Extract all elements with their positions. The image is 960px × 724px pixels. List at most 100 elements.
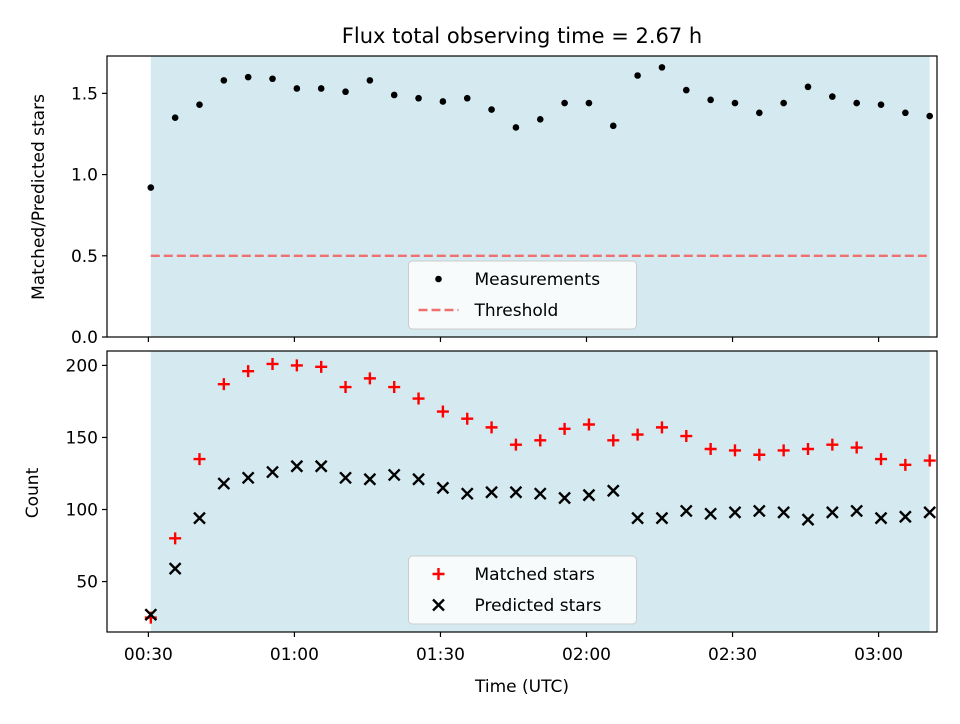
predicted-stars-point: [752, 504, 766, 518]
matched-stars-point: [582, 418, 595, 431]
predicted-stars-point: [485, 485, 498, 499]
x-tick-label: 02:30: [708, 645, 757, 665]
x-tick-label: 03:00: [854, 645, 903, 665]
bottom-y-axis-label: Count: [23, 467, 43, 518]
measurement-point: [634, 72, 641, 79]
matched-stars-point: [826, 438, 839, 451]
bottom-panel: 00:30 01:00 01:30 02:00 02:30 03:00 50 100 150 20…: [66, 350, 938, 665]
top-axes-frame: [106, 55, 938, 338]
predicted-stars-point: [874, 511, 888, 525]
matched-stars-point: [193, 453, 206, 466]
bottom-y-tick-label: 50: [76, 573, 98, 593]
matched-stars-point: [266, 357, 279, 370]
top-legend-box: [408, 260, 637, 330]
predicted-stars-point: [850, 504, 864, 518]
x-tick-label: 01:00: [270, 645, 319, 665]
top-y-axis-label: Matched/Predicted stars: [29, 94, 49, 300]
legend-plus-marker: [432, 568, 445, 580]
predicted-stars-point: [460, 487, 474, 501]
measurement-point: [488, 106, 495, 113]
bottom-legend: Matched stars Predicted stars: [408, 555, 637, 625]
predicted-stars-point: [412, 472, 425, 486]
predicted-stars-point: [509, 485, 523, 499]
predicted-stars-point: [728, 506, 742, 519]
predicted-stars-point: [631, 511, 644, 525]
measurement-point: [317, 85, 325, 92]
measurement-point: [731, 99, 739, 107]
legend-label: Matched stars: [475, 565, 595, 585]
measurement-point: [342, 88, 349, 96]
predicted-stars-point: [825, 506, 839, 519]
measurement-point: [269, 75, 276, 83]
matched-stars-point: [217, 378, 230, 391]
measurement-point: [171, 114, 179, 122]
matched-stars-point: [388, 381, 401, 394]
predicted-stars-point: [558, 491, 571, 505]
measurement-point: [682, 86, 690, 94]
matched-stars-point: [534, 434, 547, 447]
predicted-stars-point: [144, 608, 158, 622]
measurement-point: [390, 91, 398, 99]
figure-title: Flux total observing time = 2.67 h: [342, 24, 702, 48]
matched-stars-point: [485, 421, 498, 434]
bottom-axes-frame: [106, 350, 938, 633]
matched-stars-point: [242, 365, 255, 378]
measurement-point: [877, 101, 885, 109]
matched-stars-point: [704, 442, 717, 455]
predicted-stars-point: [655, 511, 669, 525]
predicted-stars-point: [193, 511, 206, 525]
measurement-point: [902, 109, 909, 117]
matched-stars-point: [923, 454, 936, 467]
matched-stars-point: [680, 430, 693, 443]
matched-stars-point: [655, 421, 668, 434]
measurement-point: [926, 112, 933, 120]
predicted-stars-point: [168, 562, 182, 575]
measurement-point: [658, 64, 666, 71]
measurement-point: [244, 73, 252, 81]
top-panel: 0.0 0.5 1.0 1.5 Measurements Threshold: [71, 55, 938, 348]
matched-stars-point: [169, 532, 182, 545]
matched-stars-point: [607, 434, 620, 447]
matched-stars-point: [631, 428, 644, 441]
matched-stars-point: [509, 438, 522, 451]
measurement-point: [196, 101, 203, 109]
measurement-point: [561, 99, 568, 107]
predicted-stars-point: [314, 459, 328, 473]
matched-stars-point: [290, 359, 303, 372]
predicted-stars-point: [436, 481, 450, 495]
predicted-stars-point: [290, 459, 304, 473]
matched-stars-point: [875, 453, 888, 466]
measurement-point: [512, 124, 520, 131]
measurement-point: [536, 116, 544, 123]
predicted-stars-point: [363, 472, 377, 486]
predicted-stars-point: [217, 477, 231, 490]
legend-dot-marker: [435, 275, 442, 283]
matched-stars-point: [461, 412, 474, 425]
measurement-point: [147, 184, 155, 191]
matched-stars-point: [728, 444, 741, 457]
matched-stars-point: [850, 441, 863, 454]
bottom-legend-box: [408, 555, 637, 625]
measurement-point: [804, 83, 812, 91]
predicted-stars-point: [923, 506, 937, 519]
measurement-point: [439, 98, 447, 105]
matched-stars-point: [363, 372, 376, 385]
predicted-stars-point: [704, 507, 717, 521]
measurement-point: [366, 77, 374, 84]
legend-x-marker: [432, 598, 445, 612]
predicted-stars-point: [266, 465, 279, 479]
measurement-point: [756, 109, 763, 117]
bottom-y-tick-label: 150: [66, 428, 98, 448]
measurement-point: [293, 85, 301, 92]
matched-stars-point: [777, 444, 790, 457]
predicted-stars-point: [899, 510, 912, 524]
matched-stars-point: [412, 392, 425, 405]
measurement-point: [829, 93, 836, 100]
measurement-point: [220, 77, 228, 84]
x-axis-label: Time (UTC): [474, 677, 569, 697]
x-tick-label: 01:30: [416, 645, 465, 665]
matched-stars-point: [558, 422, 571, 435]
measurement-point: [463, 94, 471, 102]
